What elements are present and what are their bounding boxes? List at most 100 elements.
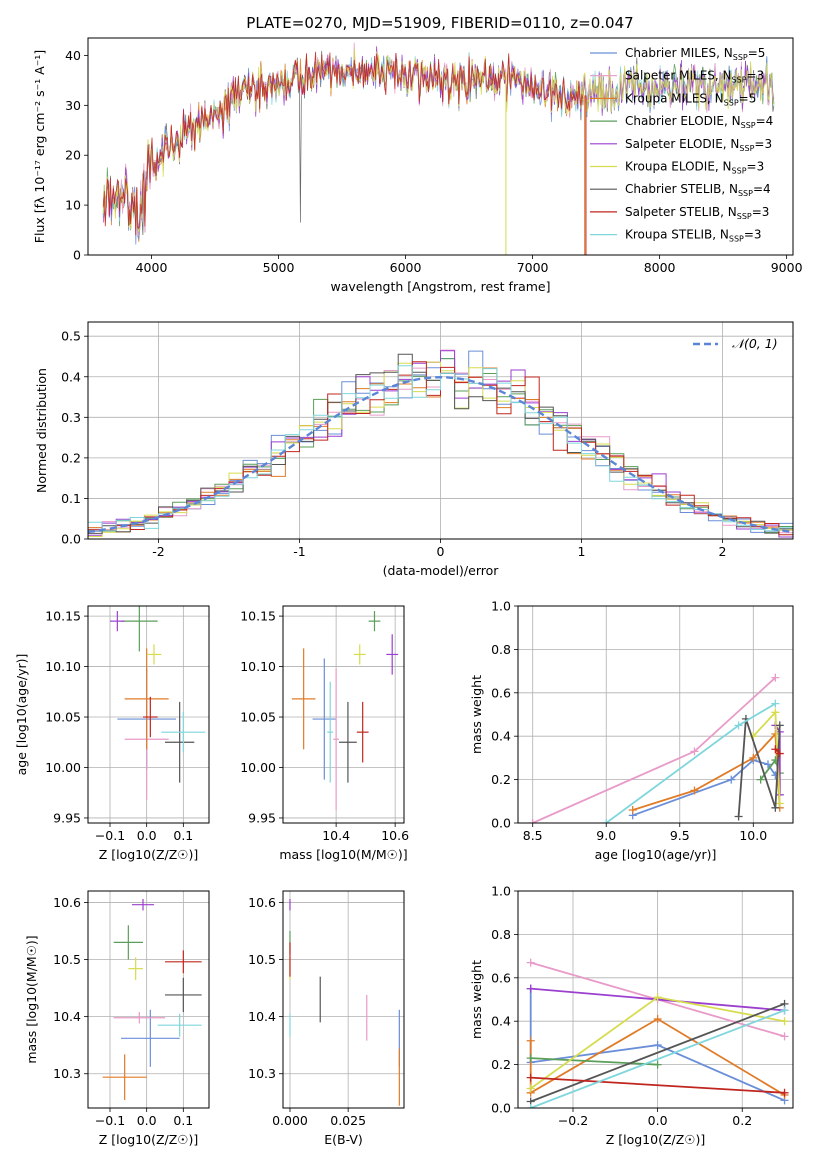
weight-marker [780,1088,789,1097]
y-tick-label: 0.8 [491,927,511,942]
weight-marker [653,1015,662,1024]
legend-label: Salpeter ELODIE, NSSP=3 [625,137,772,153]
weight-marker [771,708,780,717]
y-tick-label: 10.05 [240,710,276,725]
weight-marker [775,721,784,730]
weight-line [529,988,785,1102]
legend-label: Kroupa STELIB, NSSP=3 [625,228,762,244]
weight-marker [780,1032,789,1041]
figure-title: PLATE=0270, MJD=51909, FIBERID=0110, z=0… [246,14,633,32]
weight-marker [771,673,780,682]
x-tick-label: 9000 [771,260,803,275]
weight-marker [764,760,772,769]
x-tick-label: 0.0 [137,1113,157,1128]
plot-area-spectrum [102,42,775,255]
y-tick-label: 0.3 [61,410,81,425]
plot-area-weight-vs-age [528,673,784,823]
legend-nssp: =5 [739,91,757,105]
legend-text: Kroupa MILES, N [625,91,724,105]
legend-text: Salpeter STELIB, N [625,205,737,219]
y-tick-label: 0.6 [491,970,511,985]
weight-marker [653,1041,662,1050]
x-axis-label: wavelength [Angstrom, rest frame] [330,279,550,294]
x-tick-label: 0.1 [173,828,193,843]
weight-marker [526,958,535,967]
axes-mass-vs-Z: −0.1 0.0 0.1 10.3 10.4 10.5 10.6 Z [log10(Z/Z☉)… [24,890,210,1147]
x-tick-label: 0.0 [137,828,157,843]
weight-line [529,1017,785,1096]
y-axis-label: mass weight [469,960,484,1039]
y-tick-label: 0.4 [61,369,81,384]
legend-label: Chabrier STELIB, NSSP=4 [625,182,771,198]
axes-frame [87,321,794,540]
x-axis-label: E(B-V) [324,1132,363,1147]
legend-subscript: SSP [739,144,754,153]
legend-nssp: =4 [756,114,774,128]
y-axis-label: mass [log10(M/M☉)] [24,935,39,1063]
legend-text: Chabrier MILES, N [625,46,733,60]
plot-area-mass-vs-ebv [289,898,400,1106]
y-axis-label: mass weight [469,675,484,754]
plot-area-age-vs-mass [291,611,399,810]
weight-marker [526,1084,535,1093]
legend-label: Chabrier ELODIE, NSSP=4 [625,114,773,130]
axes-frame [282,605,405,824]
x-tick-label: 8000 [644,260,676,275]
y-tick-label: 10.10 [240,659,276,674]
x-tick-label: 0.0 [648,1113,668,1128]
axes-frame [517,890,794,1109]
axes-frame [517,605,794,824]
x-tick-label: 8.5 [523,828,543,843]
y-tick-label: 10.15 [45,609,81,624]
y-tick-label: 10.3 [53,1066,81,1081]
x-tick-label: 0.2 [732,1113,752,1128]
legend-text: Chabrier STELIB, N [625,182,738,196]
y-tick-label: 0.2 [491,1057,511,1072]
weight-marker [526,1036,535,1045]
y-tick-label: 40 [65,48,81,63]
y-tick-label: 30 [65,98,81,113]
legend-subscript: SSP [724,98,739,107]
weight-line [530,1002,785,1103]
y-tick-label: 20 [65,148,81,163]
legend-subscript: SSP [741,121,756,130]
x-tick-label: 6000 [390,260,422,275]
y-tick-label: 0.8 [491,642,511,657]
y-tick-label: 10.4 [53,1009,81,1024]
legend-nssp: =4 [753,182,771,196]
legend-nssp: =5 [748,46,766,60]
y-tick-label: 0 [73,248,81,263]
x-axis-label: (data-model)/error [383,563,500,578]
y-tick-label: 0.5 [61,329,81,344]
histogram-step [88,365,793,532]
weight-line [774,748,781,755]
x-tick-label: 5000 [263,260,295,275]
x-tick-label: 9.0 [596,828,616,843]
x-tick-label: -2 [152,544,164,559]
x-axis-label: age [log10(age/yr)] [595,847,717,862]
x-axis-label: Z [log10(Z/Z☉)] [99,1132,199,1147]
legend-text: Kroupa ELODIE, N [625,160,732,174]
legend-text: Salpeter MILES, N [625,69,732,83]
weight-marker [734,721,743,730]
x-tick-label: 10.6 [381,828,409,843]
y-tick-label: 10.6 [248,895,276,910]
y-tick-label: 0.2 [61,450,81,465]
legend-label: Kroupa MILES, NSSP=5 [625,91,756,107]
axes-frame [87,37,794,256]
x-tick-label: 10.4 [322,828,350,843]
x-tick-label: 9.5 [670,828,690,843]
legend-text: Kroupa STELIB, N [625,228,729,242]
axes-age-vs-Z: −0.1 0.0 0.1 9.95 10.00 10.05 10.10 10.15 Z [log… [14,605,210,862]
weight-marker [690,786,699,795]
x-tick-label: −0.1 [95,828,125,843]
x-axis-label: Z [log10(Z/Z☉)] [606,1132,706,1147]
weight-marker [771,803,780,812]
x-tick-label: 4000 [136,260,168,275]
y-tick-label: 10.15 [240,609,276,624]
legend-label: Salpeter MILES, NSSP=3 [625,69,764,85]
weight-marker [526,984,535,993]
weight-marker [775,799,784,808]
y-tick-label: 0.2 [491,772,511,787]
weight-line [530,1009,785,1108]
